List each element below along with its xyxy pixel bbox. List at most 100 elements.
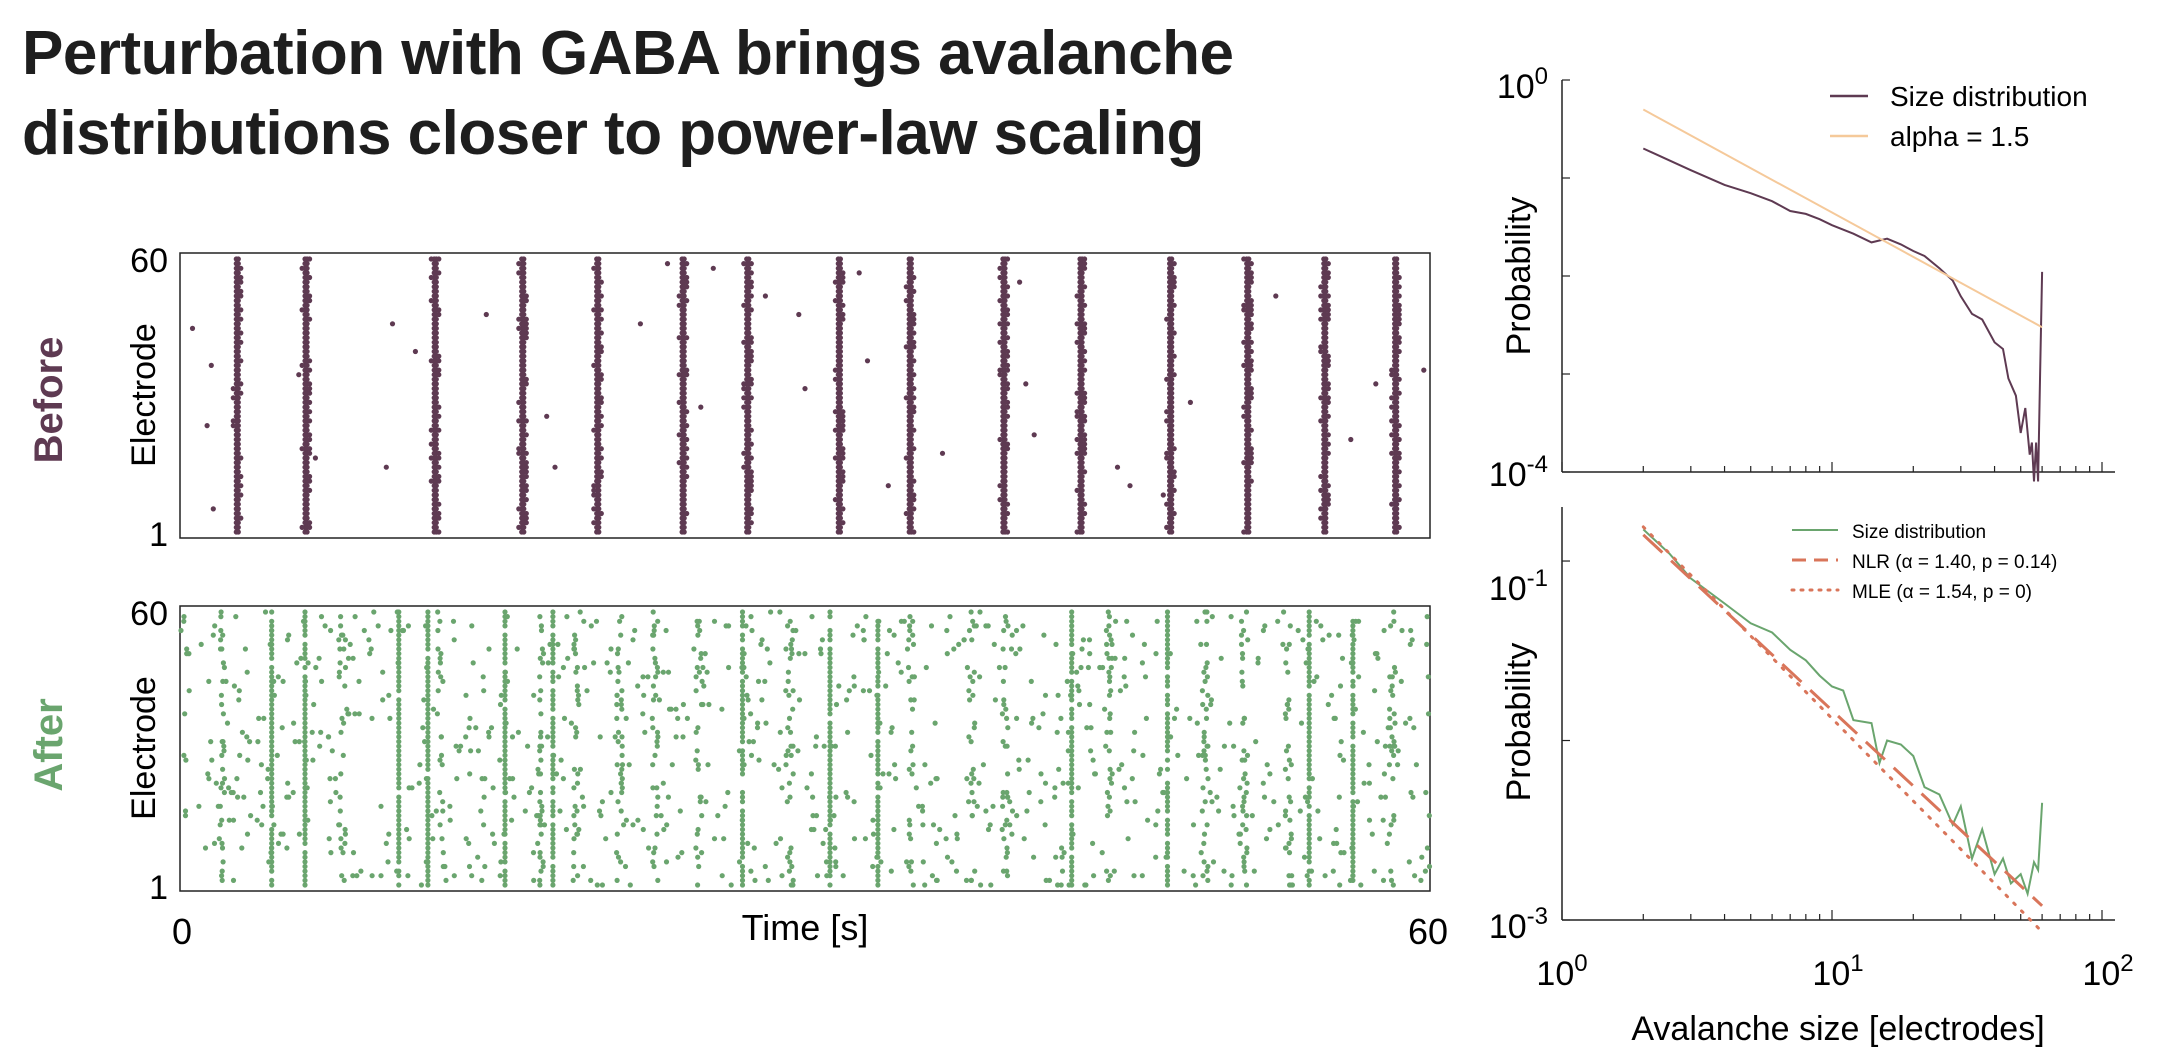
raster-point [1318,418,1324,424]
raster-point [676,399,682,405]
raster-point [302,808,308,814]
raster-point [655,669,661,675]
raster-point [788,882,794,888]
raster-point [1392,743,1398,749]
raster-point [1323,478,1329,484]
raster-point [837,339,844,345]
raster-point [396,739,402,745]
raster-point [1000,789,1006,796]
raster-point [539,646,546,652]
raster-point [1281,609,1287,615]
raster-point [652,845,658,851]
raster-point [1042,692,1049,698]
raster-point [1350,655,1356,661]
raster-point [827,692,833,698]
raster-point [971,725,977,731]
raster-point [1132,729,1138,735]
raster-point [1029,720,1035,726]
raster-point [827,854,833,860]
raster-point [433,497,439,503]
raster-point [827,789,833,796]
raster-point [908,298,914,304]
raster-point [254,817,260,823]
raster-point [269,683,275,689]
raster-point [1246,510,1252,517]
raster-point [681,487,687,493]
raster-point [1240,803,1246,809]
raster-point [875,822,881,828]
raster-point [440,808,446,814]
raster-point [433,395,439,401]
raster-point [1164,655,1171,661]
raster-point [1160,492,1166,498]
raster-point [539,743,545,749]
raster-point [219,817,225,823]
raster-point [1394,473,1400,480]
raster-point [1169,307,1175,313]
raster-point [699,813,705,819]
raster-point [322,623,328,629]
raster-point [396,776,402,782]
raster-point [1298,720,1305,726]
raster-point [396,743,402,749]
raster-point [436,353,442,359]
raster-point [1082,325,1088,331]
loglog-before-ytick-top: 100 [1497,63,1548,106]
raster-point [796,651,802,657]
raster-point [837,325,844,331]
raster-point [788,641,794,648]
raster-point [827,651,833,657]
raster-point [1164,808,1171,814]
raster-point [596,321,602,327]
raster-point [739,808,746,814]
raster-point [521,302,527,308]
raster-point [596,478,602,484]
raster-point [739,711,746,717]
raster-point [1350,840,1356,847]
raster-point [238,483,244,489]
raster-point [433,325,439,331]
raster-point [911,492,917,498]
raster-point [425,725,431,731]
raster-point [1350,863,1356,870]
raster-point [596,492,602,498]
raster-point [944,854,951,860]
raster-point [182,813,189,819]
raster-point [206,678,212,685]
raster-point [235,335,241,341]
raster-point [1004,446,1011,452]
raster-point [1069,683,1075,689]
raster-point [235,520,241,526]
raster-point [540,859,546,865]
raster-point [739,817,745,823]
raster-point [1129,632,1136,638]
raster-point [1106,669,1112,675]
raster-before-points [189,256,1427,535]
raster-point [208,739,214,745]
raster-point [1079,478,1085,484]
raster-point [1246,409,1252,415]
raster-point [1396,335,1402,341]
raster-point [304,265,310,271]
raster-point [1323,446,1329,452]
raster-point [526,789,533,796]
raster-point [1260,627,1266,634]
raster-point [1069,664,1075,671]
raster-point [1069,813,1075,819]
raster-point [1240,808,1246,814]
raster-point [759,637,765,643]
raster-point [779,785,785,791]
raster-point [302,609,308,615]
raster-point [396,803,402,809]
raster-point [1350,799,1356,805]
raster-point [342,840,348,847]
raster-point [1200,873,1206,879]
raster-point [1002,298,1008,304]
raster-point [997,497,1003,503]
raster-point [837,492,844,498]
raster-point [1164,646,1171,652]
raster-point [1348,436,1354,443]
raster-point [1244,845,1250,851]
raster-point [1396,483,1402,489]
raster-point [1350,808,1356,814]
